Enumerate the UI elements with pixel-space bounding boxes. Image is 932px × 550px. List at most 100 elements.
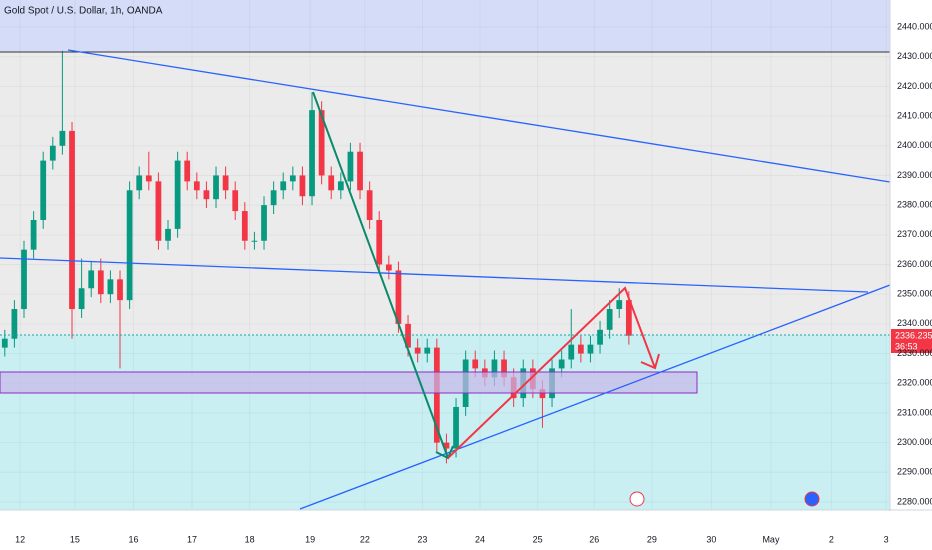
candle-body bbox=[318, 110, 325, 176]
x-tick-label: 15 bbox=[70, 534, 80, 544]
candle-body bbox=[69, 130, 75, 310]
y-tick-label: 2390.000 bbox=[897, 170, 932, 180]
candle-body bbox=[126, 190, 133, 301]
candle-body bbox=[213, 175, 219, 200]
x-tick-label: 12 bbox=[15, 534, 25, 544]
candle-body bbox=[328, 175, 335, 191]
y-tick-label: 2320.000 bbox=[897, 378, 932, 388]
y-tick-label: 2360.000 bbox=[897, 259, 932, 269]
x-tick-label: 3 bbox=[884, 534, 889, 544]
last-price: 2336.235 bbox=[895, 330, 932, 340]
candle-body bbox=[1, 338, 8, 348]
candle-body bbox=[309, 110, 315, 197]
candle-body bbox=[616, 300, 623, 310]
y-tick-label: 2400.000 bbox=[897, 140, 932, 150]
x-tick-label: 30 bbox=[706, 534, 716, 544]
candle-body bbox=[347, 151, 354, 182]
candle-body bbox=[193, 181, 200, 191]
chart-title: Gold Spot / U.S. Dollar, 1h, OANDA bbox=[4, 6, 163, 17]
candle-body bbox=[59, 130, 66, 146]
x-tick-label: 16 bbox=[128, 534, 138, 544]
candle-body bbox=[165, 228, 171, 241]
flag-icon[interactable] bbox=[804, 491, 820, 507]
y-tick-label: 2420.000 bbox=[897, 81, 932, 91]
y-tick-label: 2310.000 bbox=[897, 407, 932, 417]
candle-body bbox=[453, 406, 459, 449]
candle-body bbox=[49, 145, 56, 161]
candle-body bbox=[395, 270, 402, 324]
candle-body bbox=[88, 270, 95, 289]
candle-body bbox=[136, 175, 143, 191]
y-tick-label: 2430.000 bbox=[897, 51, 932, 61]
candle-body bbox=[280, 181, 287, 191]
candle-body bbox=[78, 288, 85, 310]
candle-body bbox=[222, 175, 229, 191]
y-tick-label: 2280.000 bbox=[897, 496, 932, 506]
candle-body bbox=[97, 270, 104, 295]
x-tick-label: 2 bbox=[829, 534, 834, 544]
candle-body bbox=[539, 389, 546, 399]
candle-body bbox=[577, 344, 584, 354]
candle-body bbox=[299, 175, 306, 197]
x-tick-label: May bbox=[762, 534, 780, 544]
zone-mid bbox=[0, 52, 890, 335]
candle-body bbox=[40, 160, 47, 220]
candle-body bbox=[251, 240, 258, 242]
candle-body bbox=[261, 205, 267, 241]
trend-line bbox=[0, 257, 869, 293]
arrow-head bbox=[640, 353, 660, 370]
zone-top bbox=[0, 0, 890, 52]
x-tick-label: 25 bbox=[533, 534, 543, 544]
y-tick-label: 2290.000 bbox=[897, 467, 932, 477]
candle-body bbox=[443, 442, 450, 449]
candle-body bbox=[558, 359, 565, 369]
x-tick-label: 29 bbox=[647, 534, 657, 544]
candle-body bbox=[366, 190, 373, 220]
countdown: 36:53 bbox=[895, 341, 918, 351]
x-tick-label: 22 bbox=[360, 534, 370, 544]
zone-low bbox=[0, 335, 890, 510]
x-tick-label: 24 bbox=[475, 534, 485, 544]
candle-body bbox=[203, 190, 210, 200]
candle-body bbox=[145, 175, 152, 182]
event-icon[interactable] bbox=[629, 491, 645, 507]
candle-body bbox=[606, 309, 613, 330]
y-tick-label: 2370.000 bbox=[897, 229, 932, 239]
candle-body bbox=[117, 279, 123, 301]
trend-line bbox=[299, 284, 891, 510]
price-tag bbox=[891, 329, 932, 353]
support-zone bbox=[0, 371, 698, 394]
candle-body bbox=[155, 181, 162, 241]
candle-body bbox=[232, 190, 239, 212]
y-tick-label: 2330.000 bbox=[897, 348, 932, 358]
y-tick-label: 2410.000 bbox=[897, 110, 932, 120]
arrow-path bbox=[447, 286, 656, 459]
x-tick-label: 23 bbox=[417, 534, 427, 544]
candle-body bbox=[241, 211, 248, 241]
candle-body bbox=[30, 219, 37, 250]
x-tick-label: 18 bbox=[245, 534, 255, 544]
y-tick-label: 2340.000 bbox=[897, 318, 932, 328]
candle-body bbox=[424, 347, 431, 354]
candle-body bbox=[21, 249, 27, 310]
candle-body bbox=[107, 279, 114, 295]
y-tick-label: 2380.000 bbox=[897, 200, 932, 210]
candle-body bbox=[270, 190, 277, 206]
x-tick-label: 19 bbox=[305, 534, 315, 544]
candle-body bbox=[337, 181, 344, 191]
candle-body bbox=[405, 323, 411, 348]
x-tick-label: 17 bbox=[187, 534, 197, 544]
candle-body bbox=[568, 344, 575, 360]
y-tick-label: 2300.000 bbox=[897, 437, 932, 447]
candle-body bbox=[357, 151, 363, 191]
candle-body bbox=[289, 175, 296, 182]
x-axis-bg bbox=[0, 511, 932, 550]
arrow-down bbox=[312, 91, 449, 459]
y-tick-label: 2440.000 bbox=[897, 21, 932, 31]
candle-body bbox=[491, 359, 498, 378]
candle-body bbox=[501, 359, 507, 378]
candle-body bbox=[414, 347, 421, 354]
candle-body bbox=[174, 160, 181, 229]
candle-body bbox=[11, 309, 18, 339]
